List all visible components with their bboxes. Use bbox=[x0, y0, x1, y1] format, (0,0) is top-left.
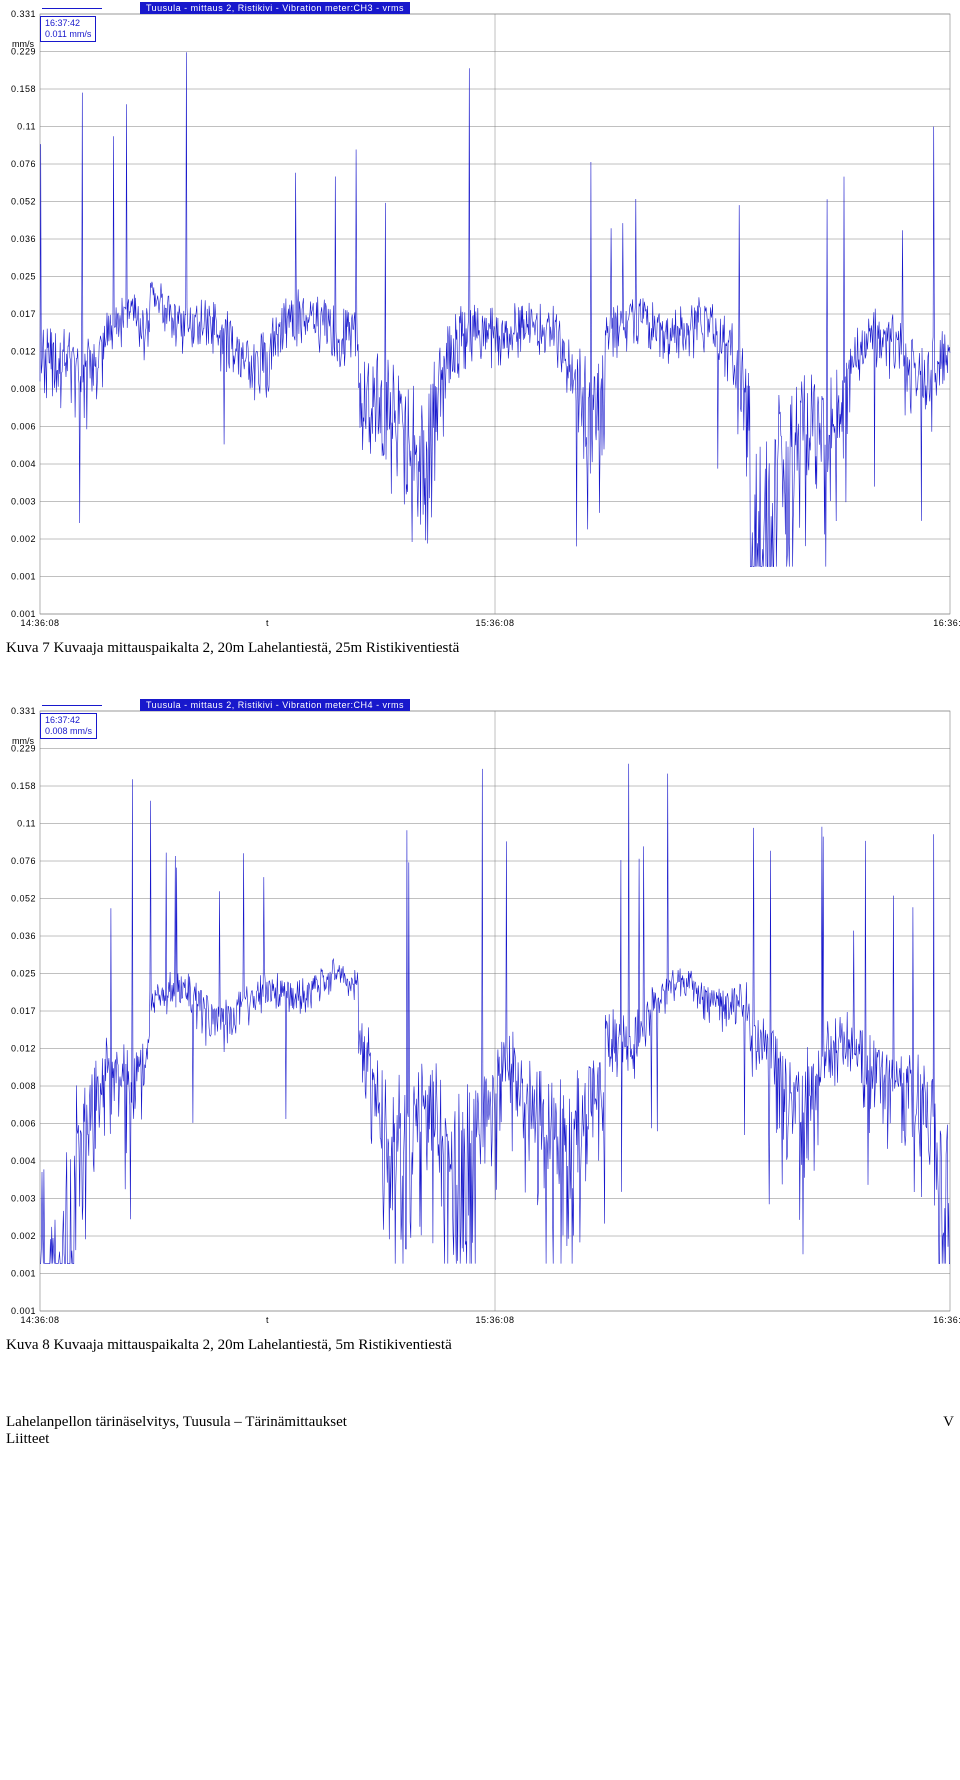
svg-text:0.002: 0.002 bbox=[11, 534, 36, 544]
svg-text:0.025: 0.025 bbox=[11, 272, 36, 282]
svg-text:14:36:08: 14:36:08 bbox=[20, 1315, 59, 1325]
svg-text:mm/s: mm/s bbox=[12, 39, 34, 49]
svg-text:0.003: 0.003 bbox=[11, 497, 36, 507]
svg-text:16:36:0: 16:36:0 bbox=[933, 1315, 960, 1325]
svg-text:mm/s: mm/s bbox=[12, 736, 34, 746]
svg-text:0.052: 0.052 bbox=[11, 197, 36, 207]
svg-text:14:36:08: 14:36:08 bbox=[20, 618, 59, 628]
svg-text:t: t bbox=[266, 618, 269, 628]
svg-text:0.006: 0.006 bbox=[11, 422, 36, 432]
chart-title: Tuusula - mittaus 2, Ristikivi - Vibrati… bbox=[140, 699, 410, 711]
svg-text:0.076: 0.076 bbox=[11, 159, 36, 169]
svg-text:0.158: 0.158 bbox=[11, 781, 36, 791]
chart-caption: Kuva 7 Kuvaaja mittauspaikalta 2, 20m La… bbox=[6, 640, 960, 657]
chart-svg: 0.3310.2290.1580.110.0760.0520.0360.0250… bbox=[0, 697, 960, 1327]
svg-text:0.11: 0.11 bbox=[17, 122, 36, 132]
reading-time: 16:37:42 bbox=[45, 18, 91, 29]
svg-text:0.052: 0.052 bbox=[11, 894, 36, 904]
svg-text:0.004: 0.004 bbox=[11, 459, 36, 469]
svg-text:0.076: 0.076 bbox=[11, 856, 36, 866]
legend-line-icon bbox=[42, 705, 102, 706]
reading-value: 0.011 mm/s bbox=[45, 29, 91, 40]
svg-text:0.002: 0.002 bbox=[11, 1231, 36, 1241]
page-footer: Lahelanpellon tärinäselvitys, Tuusula – … bbox=[6, 1414, 954, 1448]
footer-right: V bbox=[943, 1414, 954, 1448]
svg-text:0.036: 0.036 bbox=[11, 234, 36, 244]
svg-text:0.003: 0.003 bbox=[11, 1194, 36, 1204]
chart-caption: Kuva 8 Kuvaaja mittauspaikalta 2, 20m La… bbox=[6, 1337, 960, 1354]
footer-line2: Liitteet bbox=[6, 1431, 49, 1447]
cursor-reading-box: 16:37:42 0.011 mm/s bbox=[40, 16, 96, 42]
svg-text:0.331: 0.331 bbox=[11, 706, 36, 716]
chart-title: Tuusula - mittaus 2, Ristikivi - Vibrati… bbox=[140, 2, 410, 14]
svg-text:0.004: 0.004 bbox=[11, 1156, 36, 1166]
chart-svg: 0.3310.2290.1580.110.0760.0520.0360.0250… bbox=[0, 0, 960, 630]
footer-left: Lahelanpellon tärinäselvitys, Tuusula – … bbox=[6, 1414, 347, 1448]
svg-text:0.11: 0.11 bbox=[17, 819, 36, 829]
svg-text:0.001: 0.001 bbox=[11, 1269, 36, 1279]
footer-line1: Lahelanpellon tärinäselvitys, Tuusula – … bbox=[6, 1414, 347, 1430]
reading-value: 0.008 mm/s bbox=[45, 726, 92, 737]
svg-text:0.006: 0.006 bbox=[11, 1119, 36, 1129]
svg-text:15:36:08: 15:36:08 bbox=[475, 618, 514, 628]
svg-text:t: t bbox=[266, 1315, 269, 1325]
svg-text:0.008: 0.008 bbox=[11, 384, 36, 394]
svg-text:0.012: 0.012 bbox=[11, 347, 36, 357]
svg-text:0.001: 0.001 bbox=[11, 572, 36, 582]
svg-text:0.012: 0.012 bbox=[11, 1044, 36, 1054]
vibration-chart-ch4: Tuusula - mittaus 2, Ristikivi - Vibrati… bbox=[0, 697, 960, 1327]
legend-line-icon bbox=[42, 8, 102, 9]
svg-text:0.158: 0.158 bbox=[11, 84, 36, 94]
svg-text:0.017: 0.017 bbox=[11, 1006, 36, 1016]
cursor-reading-box: 16:37:42 0.008 mm/s bbox=[40, 713, 97, 739]
svg-text:0.036: 0.036 bbox=[11, 931, 36, 941]
svg-text:0.331: 0.331 bbox=[11, 9, 36, 19]
svg-text:0.008: 0.008 bbox=[11, 1081, 36, 1091]
svg-text:0.025: 0.025 bbox=[11, 969, 36, 979]
svg-text:15:36:08: 15:36:08 bbox=[475, 1315, 514, 1325]
vibration-chart-ch3: Tuusula - mittaus 2, Ristikivi - Vibrati… bbox=[0, 0, 960, 630]
svg-text:16:36:0: 16:36:0 bbox=[933, 618, 960, 628]
svg-text:0.017: 0.017 bbox=[11, 309, 36, 319]
reading-time: 16:37:42 bbox=[45, 715, 92, 726]
